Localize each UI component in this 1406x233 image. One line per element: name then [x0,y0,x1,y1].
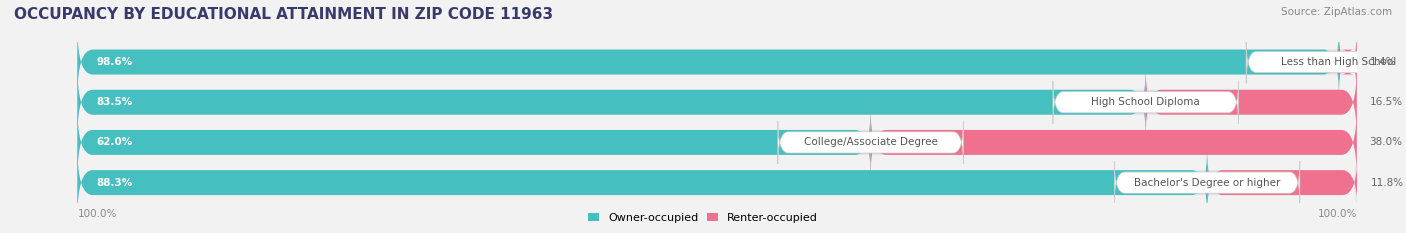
FancyBboxPatch shape [778,121,963,164]
Text: 100.0%: 100.0% [1317,209,1357,219]
FancyBboxPatch shape [1208,147,1358,218]
FancyBboxPatch shape [1246,41,1406,84]
Text: 16.5%: 16.5% [1369,97,1403,107]
Text: 100.0%: 100.0% [77,209,117,219]
FancyBboxPatch shape [77,147,1208,218]
Text: OCCUPANCY BY EDUCATIONAL ATTAINMENT IN ZIP CODE 11963: OCCUPANCY BY EDUCATIONAL ATTAINMENT IN Z… [14,7,553,22]
Text: 1.4%: 1.4% [1369,57,1396,67]
Text: 38.0%: 38.0% [1369,137,1403,147]
Text: 62.0%: 62.0% [97,137,132,147]
FancyBboxPatch shape [1339,26,1357,98]
Text: Source: ZipAtlas.com: Source: ZipAtlas.com [1281,7,1392,17]
FancyBboxPatch shape [77,147,1357,218]
FancyBboxPatch shape [77,26,1339,98]
Text: Less than High School: Less than High School [1281,57,1396,67]
Text: 11.8%: 11.8% [1371,178,1405,188]
FancyBboxPatch shape [77,107,1357,178]
FancyBboxPatch shape [1053,81,1239,124]
FancyBboxPatch shape [870,107,1357,178]
FancyBboxPatch shape [77,26,1357,98]
Text: 98.6%: 98.6% [97,57,132,67]
Text: 83.5%: 83.5% [97,97,132,107]
FancyBboxPatch shape [1115,161,1301,204]
FancyBboxPatch shape [77,66,1357,138]
FancyBboxPatch shape [1146,66,1357,138]
Text: High School Diploma: High School Diploma [1091,97,1201,107]
Legend: Owner-occupied, Renter-occupied: Owner-occupied, Renter-occupied [583,209,823,227]
FancyBboxPatch shape [77,107,870,178]
Text: College/Associate Degree: College/Associate Degree [804,137,938,147]
Text: Bachelor's Degree or higher: Bachelor's Degree or higher [1133,178,1281,188]
FancyBboxPatch shape [77,66,1146,138]
Text: 88.3%: 88.3% [97,178,132,188]
